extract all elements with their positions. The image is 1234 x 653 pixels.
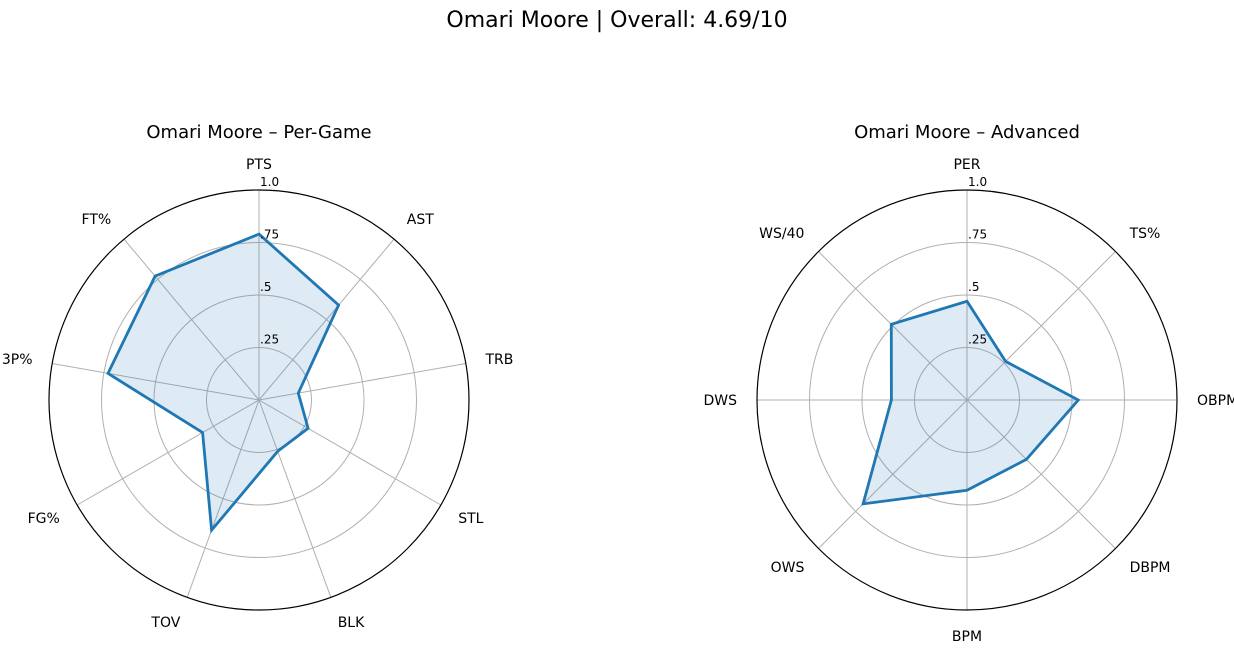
polar-frame <box>48 189 470 611</box>
radial-tick-label: .75 <box>260 228 279 242</box>
axis-label-dws: DWS <box>703 393 737 409</box>
spoke-line <box>966 251 1116 401</box>
polar-frame <box>756 189 1178 611</box>
series-area <box>108 234 339 531</box>
axis-label-ts: TS% <box>1129 226 1161 242</box>
spoke-line <box>818 251 968 401</box>
axis-label-ows: OWS <box>771 560 805 576</box>
radial-tick-label: .5 <box>968 280 979 294</box>
radial-tick-label: .75 <box>968 228 987 242</box>
radial-tick-label: .5 <box>260 280 271 294</box>
axis-label-blk: BLK <box>338 615 365 631</box>
axis-label-tov: TOV <box>150 615 180 631</box>
radial-tick-label: .25 <box>260 333 279 347</box>
axis-label-dbpm: DBPM <box>1130 560 1171 576</box>
series-area <box>863 301 1079 504</box>
spoke-line <box>76 399 260 506</box>
axis-label-per: PER <box>953 157 980 173</box>
radial-tick-label: 1.0 <box>260 175 279 189</box>
axis-label-ast: AST <box>407 212 434 228</box>
axis-label-fg: FG% <box>28 511 60 527</box>
figure-title: Omari Moore | Overall: 4.69/10 <box>446 8 788 33</box>
spoke-line <box>258 399 332 598</box>
per-game-title: Omari Moore – Per-Game <box>146 122 371 143</box>
spoke-line <box>52 363 260 401</box>
spoke-line <box>966 399 1116 549</box>
advanced-title: Omari Moore – Advanced <box>854 122 1080 143</box>
axis-label-ft: FT% <box>82 212 112 228</box>
spoke-line <box>123 238 260 401</box>
spoke-line <box>258 238 395 401</box>
axis-label-trb: TRB <box>485 352 514 368</box>
spoke-line <box>186 399 260 598</box>
spoke-line <box>818 399 968 549</box>
axis-label-stl: STL <box>458 511 483 527</box>
axis-label-ws40: WS/40 <box>759 226 804 242</box>
axis-label-pts: PTS <box>246 157 272 173</box>
axis-label-3p: 3P% <box>2 352 33 368</box>
per-game-radar: Omari Moore – Per-Game .25 .5 .75 1.0 PTS AST… <box>2 122 514 631</box>
spoke-line <box>258 399 442 506</box>
axis-label-obpm: OBPM <box>1197 393 1234 409</box>
radial-tick-label: 1.0 <box>968 175 987 189</box>
series-line <box>106 232 341 534</box>
advanced-radar: Omari Moore – Advanced .25 .5 .75 1.0 PER TS%… <box>703 122 1234 645</box>
axis-label-bpm: BPM <box>952 629 982 645</box>
radial-tick-label: .25 <box>968 333 987 347</box>
spoke-line <box>258 363 466 401</box>
